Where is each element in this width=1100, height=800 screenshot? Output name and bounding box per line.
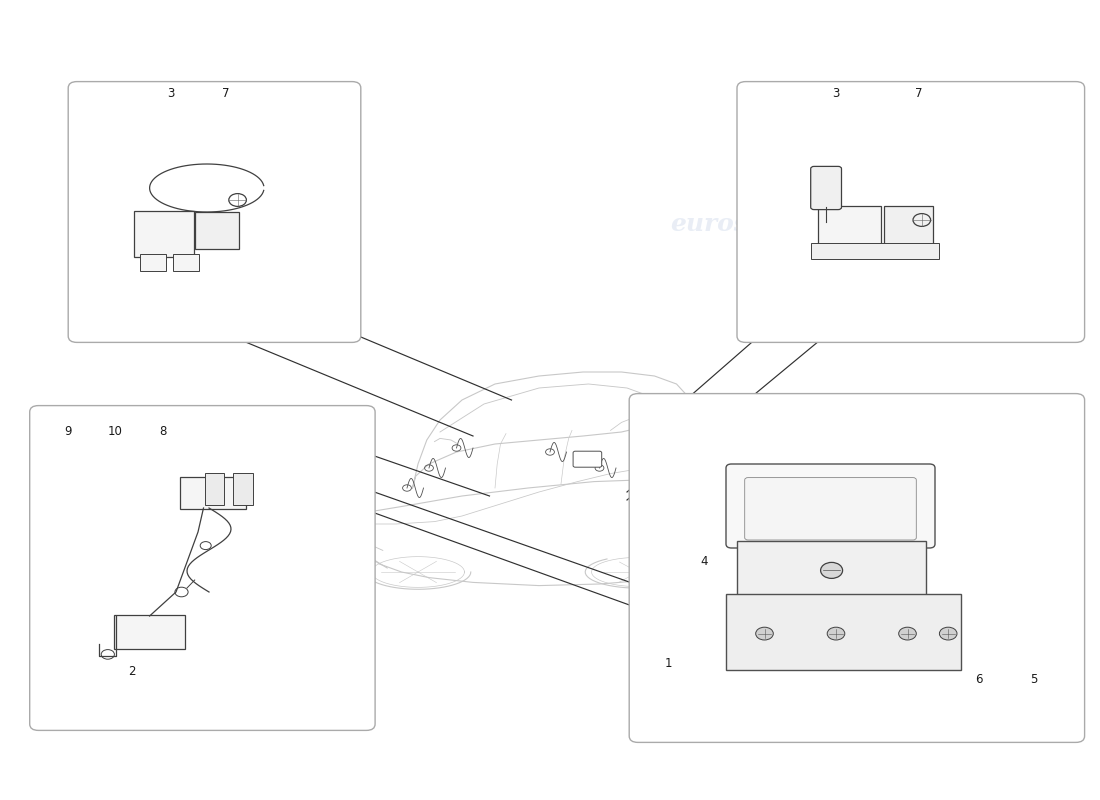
FancyBboxPatch shape	[134, 211, 194, 257]
FancyBboxPatch shape	[629, 394, 1085, 742]
FancyBboxPatch shape	[811, 166, 842, 210]
Text: eurospares: eurospares	[126, 540, 280, 564]
FancyBboxPatch shape	[726, 594, 961, 670]
Text: 2: 2	[129, 666, 135, 678]
Text: 1: 1	[666, 658, 672, 670]
Text: 4: 4	[701, 555, 707, 568]
FancyBboxPatch shape	[573, 451, 602, 467]
FancyBboxPatch shape	[726, 464, 935, 548]
Text: 7: 7	[915, 87, 922, 100]
Circle shape	[939, 627, 957, 640]
FancyBboxPatch shape	[68, 82, 361, 342]
Circle shape	[827, 627, 845, 640]
Text: 7: 7	[222, 87, 229, 100]
Text: eurospares: eurospares	[715, 540, 869, 564]
Text: 3: 3	[167, 87, 174, 100]
FancyBboxPatch shape	[205, 473, 224, 505]
Text: 3: 3	[833, 87, 839, 100]
Text: 6: 6	[976, 674, 982, 686]
FancyBboxPatch shape	[811, 243, 939, 259]
Circle shape	[756, 627, 773, 640]
Text: 9: 9	[65, 426, 72, 438]
Text: eurospares: eurospares	[138, 212, 292, 236]
FancyBboxPatch shape	[818, 206, 881, 246]
Text: 5: 5	[1031, 674, 1037, 686]
FancyBboxPatch shape	[195, 212, 239, 249]
Text: eurospares: eurospares	[671, 212, 825, 236]
FancyBboxPatch shape	[114, 615, 185, 649]
FancyBboxPatch shape	[737, 82, 1085, 342]
FancyBboxPatch shape	[737, 541, 926, 600]
FancyBboxPatch shape	[30, 406, 375, 730]
Text: 10: 10	[108, 426, 123, 438]
Circle shape	[821, 562, 843, 578]
FancyBboxPatch shape	[233, 473, 253, 505]
Circle shape	[899, 627, 916, 640]
FancyBboxPatch shape	[180, 477, 246, 509]
FancyBboxPatch shape	[884, 206, 933, 246]
FancyBboxPatch shape	[140, 254, 166, 271]
FancyBboxPatch shape	[173, 254, 199, 271]
Text: 8: 8	[160, 426, 166, 438]
FancyBboxPatch shape	[745, 478, 916, 540]
